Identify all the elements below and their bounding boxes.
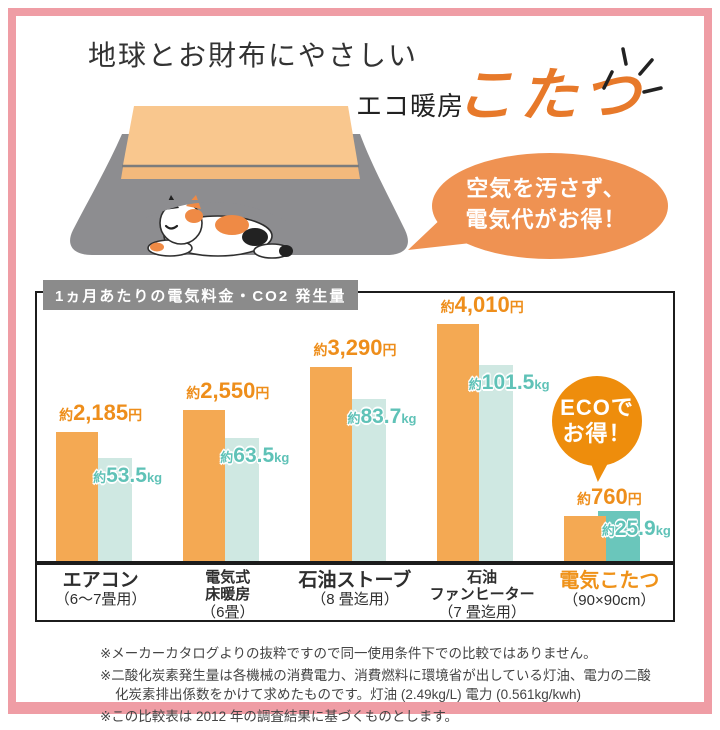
cost-bar [309,367,352,561]
speech-bubble-line1: 空気を汚さず、 [466,176,626,201]
co2-value-label: 約53.5kg [93,464,163,487]
category-name: エアコン [62,570,139,591]
category-label: 電気こたつ （90×90cm） [548,565,670,610]
eco-badge-line1: ECOで [560,394,634,420]
category-label: 電気式 床暖房 （6畳） [167,565,289,621]
sparkle-icon [602,47,663,94]
bar-group: 約2,185円約53.5kg [40,293,162,561]
category-sub: （6～7畳用） [54,591,147,609]
category-name: ファンヒーター [429,585,535,603]
category-sub: （6畳） [201,603,255,621]
bar-group: 約4,010円約101.5kg [421,292,550,561]
cost-value-label: 約3,290円 [313,335,397,360]
page-title: 地球とお財布にやさしい [88,41,419,72]
bar-group: 約2,550円約63.5kg [167,293,289,561]
cost-value-label: 約2,185円 [59,400,143,425]
eco-badge-tail [586,459,610,483]
co2-value-label: 約101.5kg [468,371,550,394]
category-sub: （90×90cm） [563,592,656,610]
footnote: ※メーカーカタログよりの抜粋ですので同一使用条件下での比較ではありません。 [100,646,597,661]
eco-badge: ECOで お得！ [552,376,642,466]
category-name: 電気こたつ [559,570,660,592]
bar-group: 約760円約25.9kg [548,293,671,561]
co2-value-label: 約25.9kg [601,517,671,540]
cost-value-label: 約2,550円 [186,378,270,403]
category-label: 石油 ファンヒーター （7 畳迄用） [421,565,543,621]
cost-bar [564,516,607,561]
co2-value-label: 約63.5kg [220,444,290,467]
category-name: 石油ストーブ [298,570,412,591]
category-name: 電気式 [205,569,251,586]
chart-title-badge: 1ヵ月あたりの電気料金・CO2 発生量 [43,280,359,310]
speech-bubble: 空気を汚さず、 電気代がお得！ [408,152,670,267]
speech-bubble-text: 空気を汚さず、 電気代がお得！ [440,174,652,236]
kotatsu-illustration [70,106,408,259]
footnote: ※二酸化炭素発生量は各機械の消費電力、消費燃料に環境省が出している灯油、電力の二… [100,668,651,703]
footnotes: ※メーカーカタログよりの抜粋ですので同一使用条件下での比較ではありません。 ※二… [100,644,656,730]
cost-value-label: 約760円 [576,484,642,509]
subtitle-prefix: エコ暖房 [356,92,465,121]
category-labels: エアコン （6～7畳用） 電気式 床暖房 （6畳） 石油ストーブ （8 畳迄用） 石油 ファンヒ… [37,565,673,620]
cost-bar [182,410,225,561]
chart-panel: 1ヵ月あたりの電気料金・CO2 発生量 約2,185円 約53.5kg 約2,550… [35,280,675,622]
category-name: 床暖房 [205,585,251,603]
bar-group: 約3,290円約83.7kg [294,293,417,561]
bar-chart: 約2,185円 約53.5kg 約2,550円 約63.5kg 約3,290円 約83.7… [37,292,673,561]
cost-bar [437,324,480,561]
category-name: 石油 [467,569,498,586]
category-sub: （7 畳迄用） [438,603,526,621]
cost-value-label: 約4,010円 [440,292,524,317]
footnote: ※この比較表は 2012 年の調査結果に基づくものとします。 [100,709,458,725]
category-label: 石油ストーブ （8 畳迄用） [294,565,416,609]
chart-baseline [37,561,673,565]
cost-bar [55,432,98,561]
category-sub: （8 畳迄用） [311,591,399,609]
speech-bubble-line2: 電気代がお得！ [465,206,627,232]
co2-value-label: 約83.7kg [347,405,417,428]
eco-badge-line2: お得！ [562,421,632,446]
category-label: エアコン （6～7畳用） [40,565,162,609]
